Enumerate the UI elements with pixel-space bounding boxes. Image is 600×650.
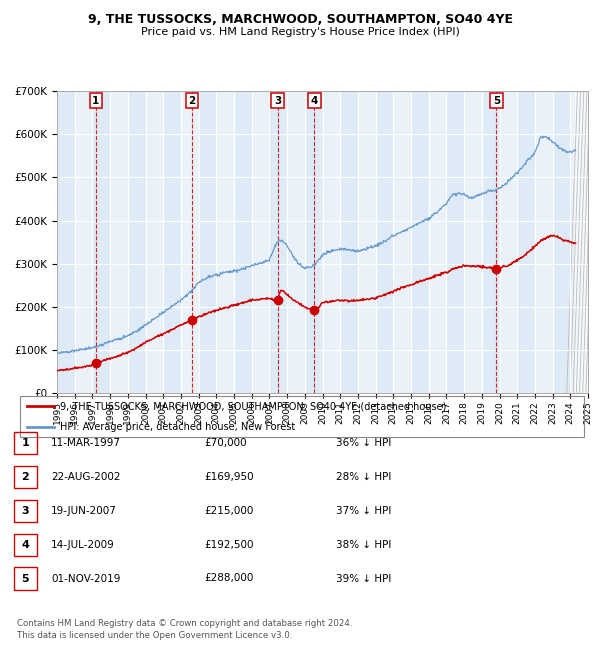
Bar [305, 91, 322, 393]
Bar [57, 91, 75, 393]
Bar [446, 91, 464, 393]
Text: £288,000: £288,000 [204, 573, 253, 584]
Text: 4: 4 [21, 540, 29, 550]
Text: 5: 5 [22, 573, 29, 584]
Text: 36% ↓ HPI: 36% ↓ HPI [336, 438, 391, 448]
Bar [340, 91, 358, 393]
Text: 22-AUG-2002: 22-AUG-2002 [51, 472, 121, 482]
Text: 19-JUN-2007: 19-JUN-2007 [51, 506, 117, 516]
Text: 3: 3 [274, 96, 281, 105]
Bar [92, 91, 110, 393]
Text: 28% ↓ HPI: 28% ↓ HPI [336, 472, 391, 482]
Bar [482, 91, 499, 393]
Bar [517, 91, 535, 393]
Text: 01-NOV-2019: 01-NOV-2019 [51, 573, 121, 584]
Bar [199, 91, 216, 393]
Bar [553, 91, 570, 393]
Text: 4: 4 [311, 96, 318, 105]
Text: Price paid vs. HM Land Registry's House Price Index (HPI): Price paid vs. HM Land Registry's House … [140, 27, 460, 37]
Text: £192,500: £192,500 [204, 540, 254, 550]
Bar [269, 91, 287, 393]
Text: 2: 2 [22, 472, 29, 482]
Text: 2: 2 [188, 96, 196, 105]
Text: HPI: Average price, detached house, New Forest: HPI: Average price, detached house, New … [59, 422, 295, 432]
Text: 9, THE TUSSOCKS, MARCHWOOD, SOUTHAMPTON, SO40 4YE (detached house): 9, THE TUSSOCKS, MARCHWOOD, SOUTHAMPTON,… [59, 402, 446, 411]
Text: £215,000: £215,000 [204, 506, 253, 516]
Text: 14-JUL-2009: 14-JUL-2009 [51, 540, 115, 550]
Text: This data is licensed under the Open Government Licence v3.0.: This data is licensed under the Open Gov… [17, 630, 292, 640]
Text: 37% ↓ HPI: 37% ↓ HPI [336, 506, 391, 516]
Text: £70,000: £70,000 [204, 438, 247, 448]
Bar [575, 91, 588, 393]
Text: 1: 1 [92, 96, 100, 105]
Text: 5: 5 [493, 96, 500, 105]
Bar [163, 91, 181, 393]
Text: 9, THE TUSSOCKS, MARCHWOOD, SOUTHAMPTON, SO40 4YE: 9, THE TUSSOCKS, MARCHWOOD, SOUTHAMPTON,… [88, 13, 512, 26]
Bar [128, 91, 145, 393]
Bar [411, 91, 428, 393]
Bar [376, 91, 393, 393]
Text: 38% ↓ HPI: 38% ↓ HPI [336, 540, 391, 550]
Text: 1: 1 [22, 438, 29, 448]
Text: £169,950: £169,950 [204, 472, 254, 482]
Bar [234, 91, 252, 393]
Text: 39% ↓ HPI: 39% ↓ HPI [336, 573, 391, 584]
Text: 3: 3 [22, 506, 29, 516]
Text: 11-MAR-1997: 11-MAR-1997 [51, 438, 121, 448]
Text: Contains HM Land Registry data © Crown copyright and database right 2024.: Contains HM Land Registry data © Crown c… [17, 619, 352, 628]
